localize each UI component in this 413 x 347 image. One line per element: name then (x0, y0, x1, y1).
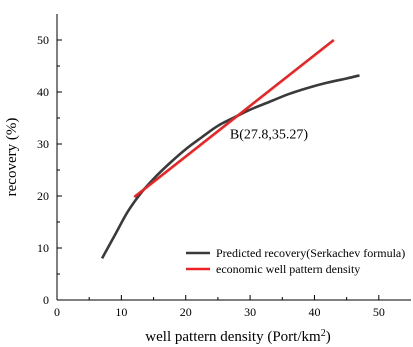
x-tick-label: 10 (115, 305, 127, 319)
y-tick-label: 10 (37, 241, 49, 255)
y-tick-label: 0 (43, 293, 49, 307)
x-axis-title-superscript: 2 (321, 328, 326, 339)
x-tick-label: 30 (244, 305, 256, 319)
x-axis-title-main: well pattern density (Port/km (145, 329, 321, 345)
y-axis-ticks: 0 10 20 30 40 50 (37, 33, 62, 307)
series-line-predicted-recovery (100, 74, 360, 260)
series-line-economic-density (133, 38, 335, 199)
legend: Predicted recovery(Serkachev formula) eco… (186, 246, 405, 276)
y-tick-label: 50 (37, 33, 49, 47)
y-tick-label: 30 (37, 137, 49, 151)
annotation-layer: B(27.8,35.27) (230, 128, 309, 143)
x-axis-title: well pattern density (Port/km2) (145, 328, 330, 346)
x-axis-ticks: 0 10 20 30 40 50 (54, 295, 385, 319)
legend-label: economic well pattern density (216, 262, 360, 276)
y-axis-title: recovery (%) (4, 118, 20, 197)
point-b-annotation: B(27.8,35.27) (230, 128, 309, 143)
x-axis-title-tail: ) (326, 329, 331, 345)
x-tick-label: 0 (54, 305, 60, 319)
plot-frame (56, 14, 411, 301)
legend-label: Predicted recovery(Serkachev formula) (216, 246, 405, 260)
x-tick-label: 40 (308, 305, 320, 319)
x-tick-label: 20 (180, 305, 192, 319)
y-tick-label: 40 (37, 85, 49, 99)
series-layer (100, 38, 360, 260)
x-tick-label: 50 (373, 305, 385, 319)
y-tick-label: 20 (37, 189, 49, 203)
